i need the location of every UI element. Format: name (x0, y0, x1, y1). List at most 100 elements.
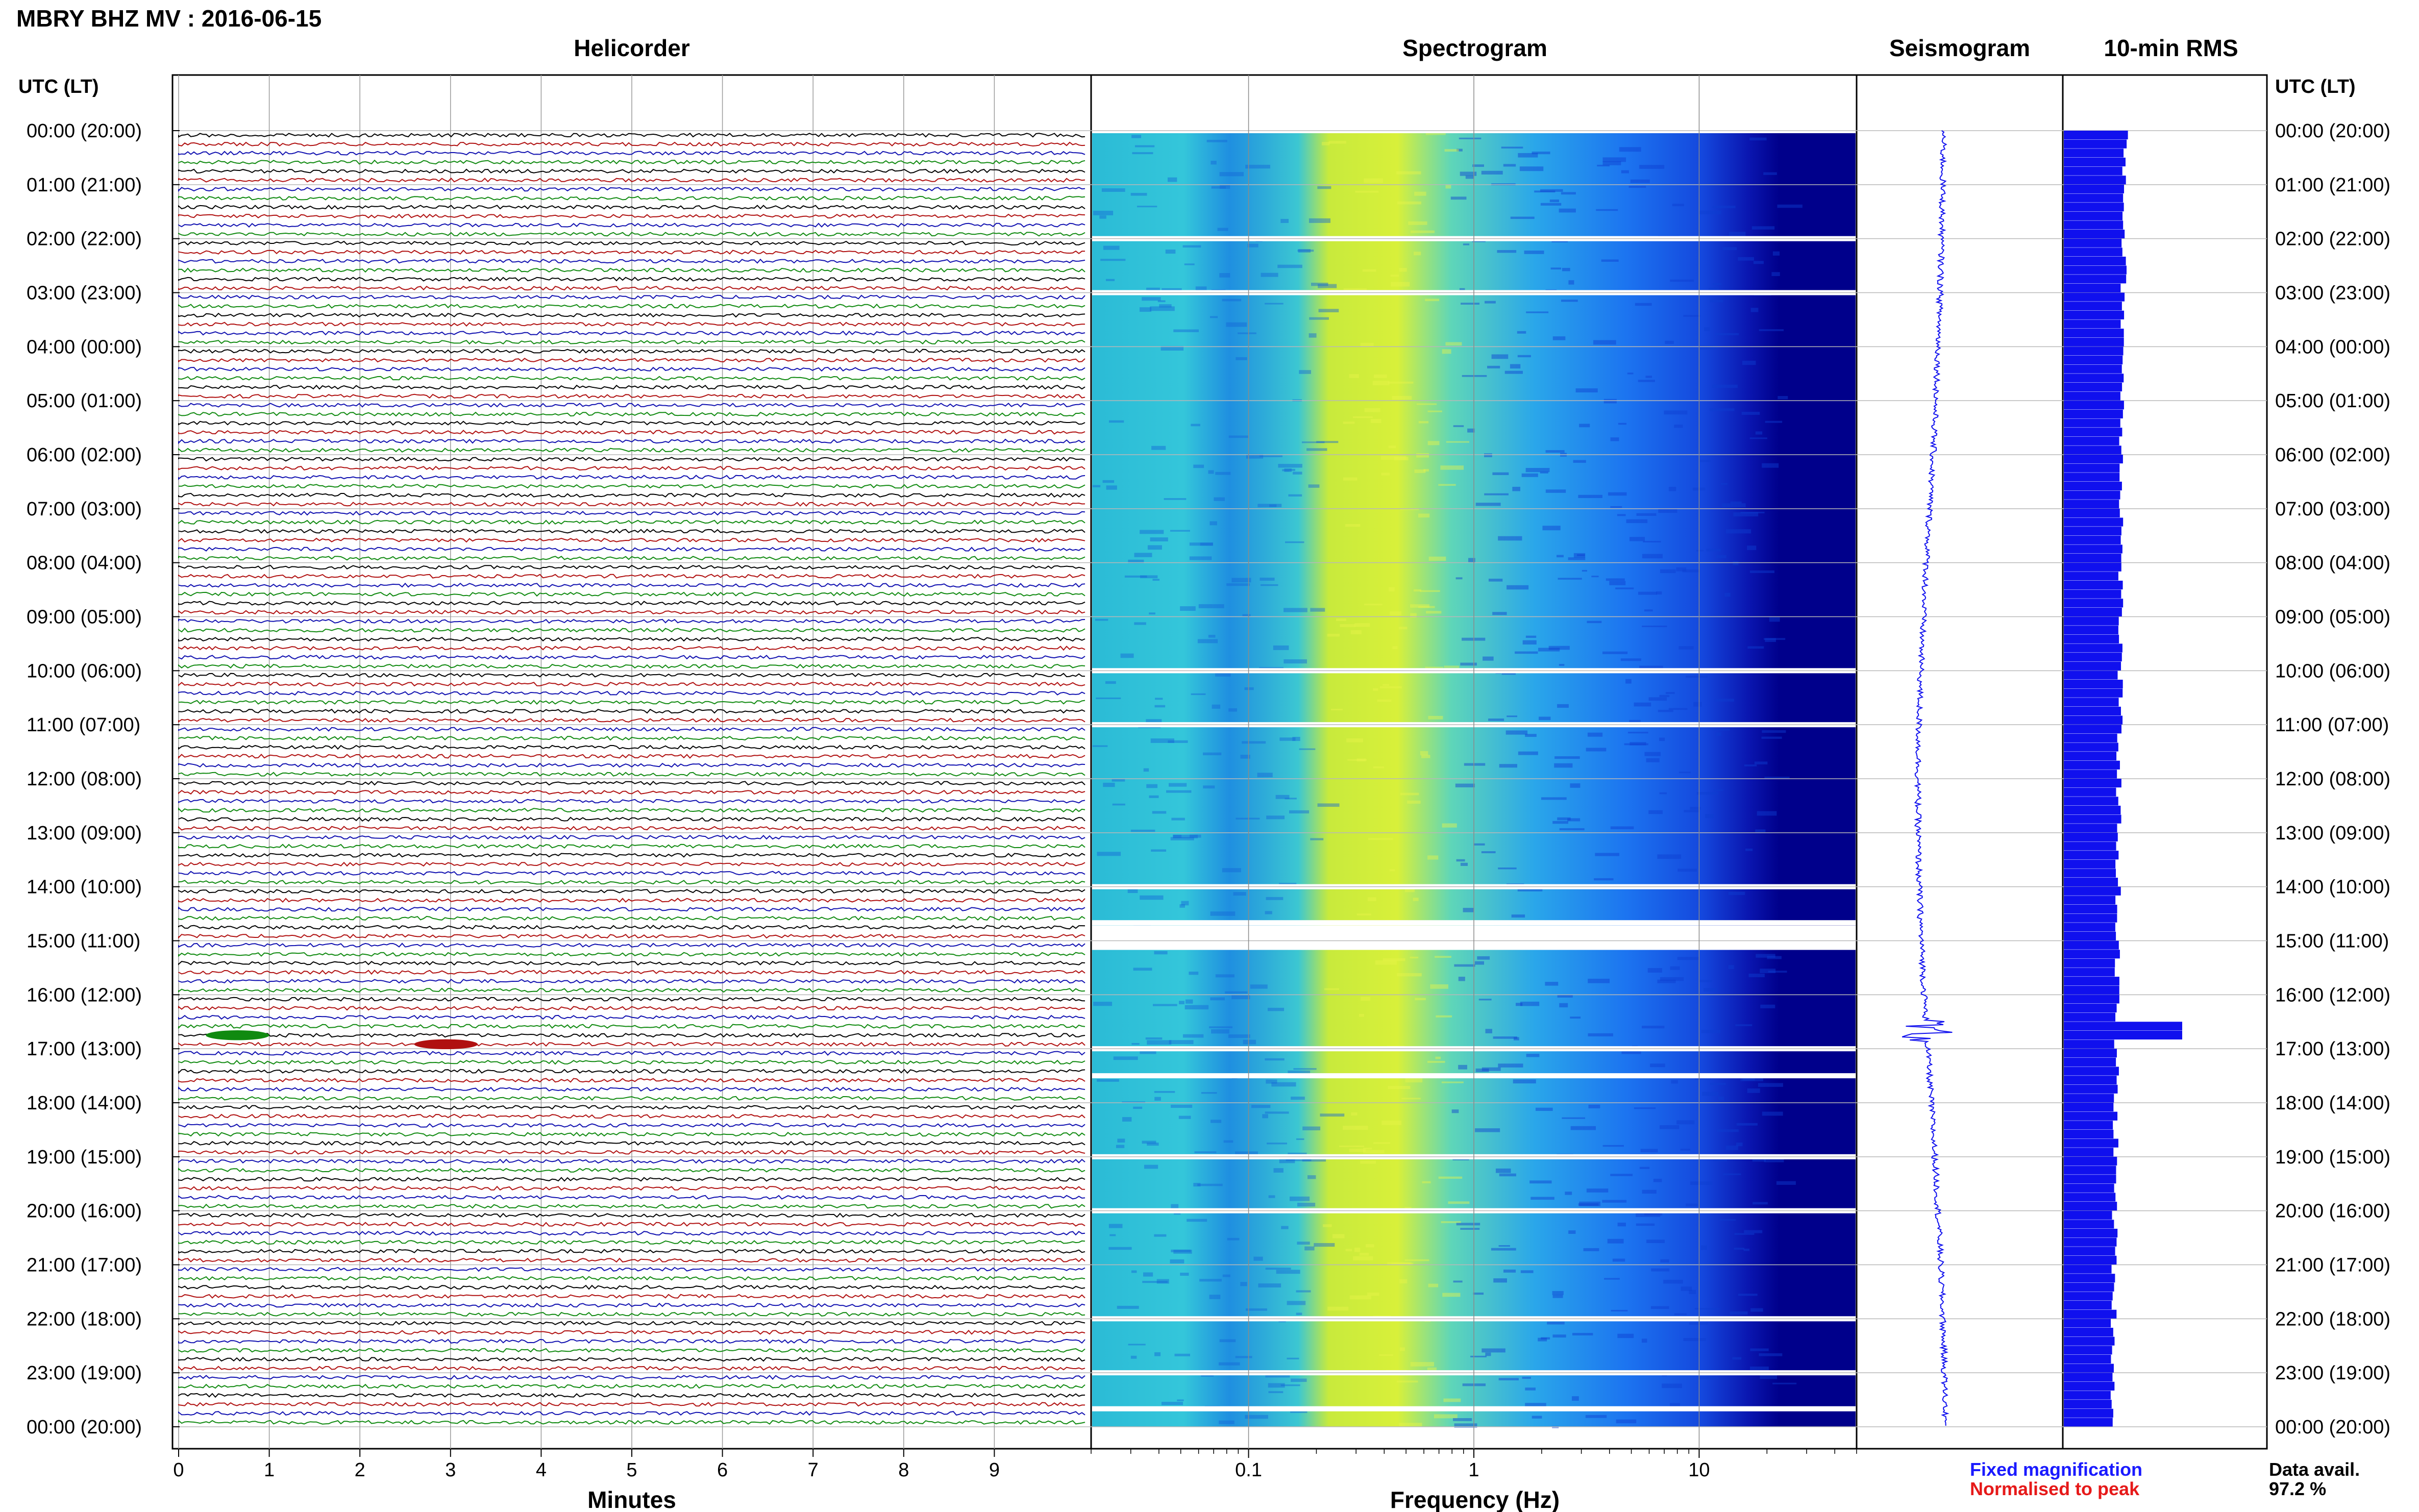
spectrogram-texture (1550, 267, 1561, 270)
spectrogram-texture (1659, 695, 1670, 698)
spectrogram-texture (1626, 519, 1648, 524)
rms-bar (2064, 616, 2119, 626)
spectrogram-texture (1618, 423, 1627, 425)
spectrogram-texture (1212, 704, 1221, 709)
helicorder-trace (178, 1042, 1085, 1047)
spectrogram-texture (1414, 469, 1426, 473)
spectrogram-texture (1545, 982, 1559, 986)
rms-bar (2064, 544, 2122, 554)
spectrogram-texture (1100, 259, 1126, 261)
spectrogram-texture (1401, 1098, 1421, 1100)
spectrogram-texture (1438, 484, 1456, 486)
spectrogram-texture (1585, 1415, 1607, 1418)
spectrogram-texture (1441, 1081, 1464, 1083)
rms-bar (2064, 418, 2120, 428)
spectrogram-texture (1472, 164, 1484, 167)
helicorder-trace (178, 294, 1085, 300)
spectrogram-texture (1587, 621, 1602, 624)
spectrogram-texture (1297, 250, 1314, 252)
spectrogram-texture (1340, 624, 1355, 627)
spectrogram-texture (1552, 336, 1566, 340)
spectrogram-texture (1740, 511, 1765, 513)
spectrogram-texture (1690, 807, 1701, 810)
spectrogram-texture (1703, 988, 1717, 992)
spectrogram-texture (1642, 1189, 1657, 1194)
spectrogram-texture (1552, 1295, 1563, 1298)
helicorder-trace (178, 430, 1085, 435)
spectrogram-texture (1702, 1092, 1718, 1096)
spectrogram-texture (1539, 716, 1551, 721)
spectrogram-texture (1534, 190, 1556, 193)
time-tick-label-right: 02:00 (22:00) (2275, 229, 2390, 250)
helicorder-trace (178, 1366, 1085, 1371)
spectrogram-texture (1699, 345, 1717, 350)
spectrogram-texture (1630, 537, 1645, 541)
helicorder-trace (178, 1321, 1085, 1326)
spectrogram-texture (1143, 1272, 1153, 1277)
rms-bar (2064, 355, 2123, 365)
helicorder-trace (178, 448, 1085, 453)
spectrogram-texture (1195, 286, 1207, 291)
spectrogram-texture (1236, 817, 1260, 820)
spectrogram-texture (1458, 1064, 1467, 1070)
spectrogram-texture (1359, 1013, 1365, 1017)
spectrogram-texture (1762, 1111, 1783, 1116)
spectrogram-texture (1705, 814, 1714, 819)
spectrogram-texture (1428, 715, 1443, 720)
helicorder-trace (178, 321, 1085, 327)
spectrogram-texture (1630, 742, 1646, 746)
rms-bar (2064, 1292, 2113, 1301)
spectrogram-texture (1127, 888, 1138, 894)
spectrogram-texture (1097, 852, 1121, 856)
spectrogram-texture (1507, 715, 1517, 717)
spectrogram-texture (1650, 1306, 1669, 1309)
spectrogram-texture (1588, 1033, 1613, 1036)
spectrogram-texture (1390, 611, 1401, 615)
spectrogram-texture (1772, 1382, 1797, 1384)
rms-bar (2064, 985, 2119, 995)
time-tick-label-right: 13:00 (09:00) (2275, 823, 2390, 844)
spectrogram-texture (1428, 1283, 1439, 1287)
spectrogram-texture (1620, 658, 1641, 661)
spectrogram-texture (1209, 1295, 1221, 1299)
rms-bar (2064, 1022, 2182, 1031)
spectrogram-texture (1289, 468, 1295, 471)
spectrogram-texture (1638, 591, 1657, 595)
spectrogram-texture (1189, 834, 1201, 838)
spectrogram-texture (1741, 412, 1760, 415)
spectrogram-texture (1559, 664, 1565, 666)
spectrogram-texture (1099, 215, 1106, 219)
spectrogram-texture (1729, 232, 1746, 236)
time-tick-label-right: 22:00 (18:00) (2275, 1308, 2390, 1330)
spectrogram-texture (1777, 204, 1803, 208)
rms-bar (2064, 256, 2126, 266)
spectrogram-texture (1377, 699, 1392, 702)
helicorder-trace (178, 879, 1085, 885)
spectrogram-texture (1171, 1204, 1179, 1209)
spectrogram-texture (1351, 1112, 1357, 1116)
spectrogram-texture (1285, 541, 1304, 543)
spectrogram-texture (1164, 498, 1187, 500)
spectrogram-texture (1364, 178, 1383, 183)
spectrogram-texture (1149, 612, 1155, 615)
spectrogram-texture (1235, 1356, 1252, 1358)
spectrogram-texture (1602, 651, 1628, 654)
spectrogram-texture (1459, 137, 1482, 139)
helicorder-trace (178, 708, 1085, 714)
spectrogram-texture (1288, 1152, 1307, 1155)
spectrogram-texture (1582, 569, 1587, 572)
spectrogram-texture (1330, 708, 1343, 711)
spectrogram-texture (1491, 354, 1509, 359)
spectrogram-texture (1762, 463, 1779, 468)
rms-bar (2064, 869, 2116, 878)
spectrogram-texture (1749, 570, 1774, 573)
spectrogram-texture (1187, 1219, 1207, 1222)
spectrogram-texture (1557, 817, 1571, 821)
spectrogram-texture (1109, 1234, 1116, 1236)
spectrogram-texture (1405, 1078, 1423, 1083)
spectrogram-texture (1173, 329, 1199, 332)
spectrogram-texture (1346, 738, 1364, 742)
helicorder-trace (178, 673, 1085, 678)
spectrogram-texture (1693, 702, 1702, 707)
spectrogram-texture (1520, 1270, 1534, 1273)
